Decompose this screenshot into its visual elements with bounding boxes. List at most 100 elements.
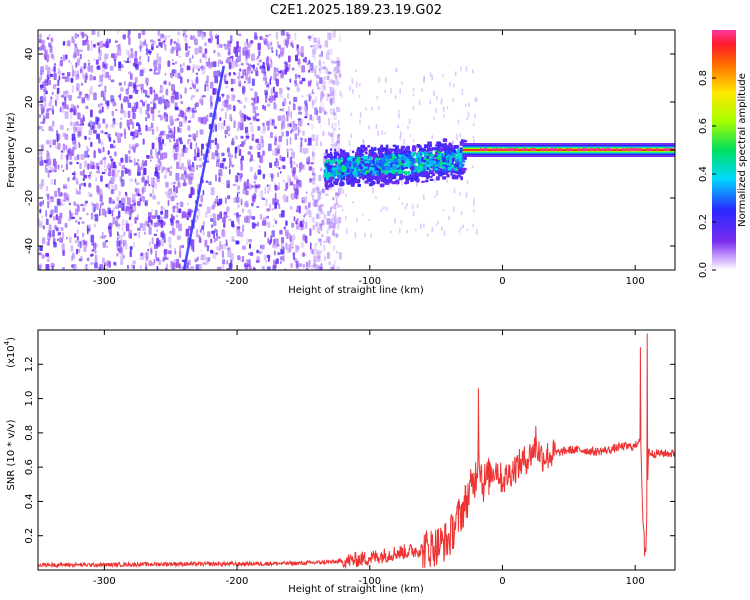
noise-speckle bbox=[52, 84, 57, 90]
noise-speckle bbox=[426, 233, 429, 238]
noise-speckle bbox=[129, 144, 131, 150]
noise-speckle bbox=[164, 175, 167, 179]
noise-speckle bbox=[216, 158, 220, 162]
noise-speckle bbox=[337, 135, 340, 142]
noise-speckle bbox=[293, 183, 295, 191]
noise-speckle bbox=[45, 264, 50, 270]
noise-speckle bbox=[306, 268, 309, 270]
noise-speckle bbox=[205, 211, 208, 218]
noise-speckle bbox=[68, 94, 72, 101]
noise-speckle bbox=[317, 238, 322, 242]
noise-speckle bbox=[294, 193, 297, 199]
noise-speckle bbox=[62, 54, 66, 62]
noise-speckle bbox=[295, 183, 299, 188]
noise-speckle bbox=[265, 96, 268, 103]
noise-speckle bbox=[315, 109, 319, 116]
noise-speckle bbox=[38, 114, 42, 118]
scintillation-blob bbox=[427, 141, 432, 147]
noise-speckle bbox=[315, 138, 319, 147]
noise-speckle bbox=[71, 255, 73, 262]
noise-speckle bbox=[265, 34, 269, 38]
noise-speckle bbox=[192, 133, 197, 140]
noise-speckle bbox=[69, 161, 73, 165]
noise-speckle bbox=[130, 52, 134, 58]
noise-speckle bbox=[342, 208, 344, 212]
noise-speckle bbox=[308, 95, 311, 100]
noise-speckle bbox=[123, 60, 126, 63]
noise-speckle bbox=[277, 172, 279, 178]
noise-speckle bbox=[150, 219, 153, 225]
noise-speckle bbox=[48, 102, 52, 107]
scintillation-blob bbox=[362, 146, 367, 150]
noise-speckle bbox=[316, 115, 321, 121]
noise-speckle bbox=[265, 91, 268, 98]
scintillation-blob bbox=[368, 149, 373, 153]
noise-speckle bbox=[111, 185, 114, 188]
noise-speckle bbox=[457, 119, 460, 125]
snr-y-multiplier-exponent: 4 bbox=[3, 340, 11, 345]
noise-speckle bbox=[38, 264, 41, 270]
noise-speckle bbox=[187, 125, 191, 131]
noise-speckle bbox=[293, 175, 298, 179]
scintillation-blob bbox=[327, 153, 333, 158]
scintillation-blob bbox=[324, 184, 328, 187]
noise-speckle bbox=[412, 87, 415, 92]
noise-speckle bbox=[340, 94, 343, 98]
scintillation-blob bbox=[417, 152, 420, 156]
noise-speckle bbox=[228, 218, 232, 222]
spectrogram-y-axis-label: Frequency (Hz) bbox=[6, 112, 17, 188]
noise-speckle bbox=[60, 227, 64, 231]
scintillation-blob bbox=[421, 180, 425, 183]
noise-speckle bbox=[186, 217, 189, 221]
noise-speckle bbox=[327, 94, 332, 97]
noise-speckle bbox=[65, 76, 70, 82]
noise-speckle bbox=[120, 179, 125, 187]
noise-speckle bbox=[326, 68, 329, 75]
noise-speckle bbox=[338, 128, 341, 130]
scintillation-blob bbox=[431, 173, 436, 177]
noise-speckle bbox=[368, 125, 370, 130]
noise-speckle bbox=[94, 254, 98, 263]
noise-speckle bbox=[216, 195, 218, 198]
scintillation-blob bbox=[334, 148, 337, 152]
noise-speckle bbox=[137, 84, 141, 87]
noise-speckle bbox=[101, 208, 106, 216]
scintillation-blob bbox=[409, 155, 412, 158]
noise-speckle bbox=[51, 37, 54, 43]
noise-speckle bbox=[335, 72, 337, 76]
noise-speckle bbox=[329, 266, 334, 270]
noise-speckle bbox=[371, 106, 373, 111]
noise-speckle bbox=[123, 231, 126, 236]
noise-speckle bbox=[315, 250, 320, 255]
noise-speckle bbox=[270, 61, 273, 69]
noise-speckle bbox=[156, 257, 160, 262]
noise-speckle bbox=[336, 222, 340, 230]
noise-speckle bbox=[209, 214, 212, 218]
noise-speckle bbox=[291, 161, 296, 165]
noise-speckle bbox=[186, 65, 191, 71]
noise-speckle bbox=[155, 137, 158, 141]
noise-speckle bbox=[102, 157, 106, 161]
noise-speckle bbox=[175, 45, 178, 50]
noise-speckle bbox=[77, 190, 81, 195]
noise-speckle bbox=[272, 225, 275, 228]
noise-speckle bbox=[302, 264, 305, 268]
noise-speckle bbox=[81, 31, 85, 39]
noise-speckle bbox=[60, 154, 64, 160]
noise-speckle bbox=[121, 219, 125, 226]
noise-speckle bbox=[292, 103, 296, 111]
noise-speckle bbox=[249, 166, 253, 172]
noise-speckle bbox=[208, 181, 212, 186]
noise-speckle bbox=[56, 238, 59, 241]
noise-speckle bbox=[62, 267, 65, 270]
carrier-peak bbox=[655, 148, 658, 151]
noise-speckle bbox=[82, 123, 85, 126]
noise-speckle bbox=[102, 118, 106, 124]
noise-speckle bbox=[269, 235, 272, 239]
noise-speckle bbox=[79, 216, 82, 220]
noise-speckle bbox=[311, 100, 314, 109]
noise-speckle bbox=[319, 250, 323, 253]
noise-speckle bbox=[179, 201, 184, 208]
noise-speckle bbox=[137, 193, 141, 197]
noise-speckle bbox=[278, 203, 281, 209]
